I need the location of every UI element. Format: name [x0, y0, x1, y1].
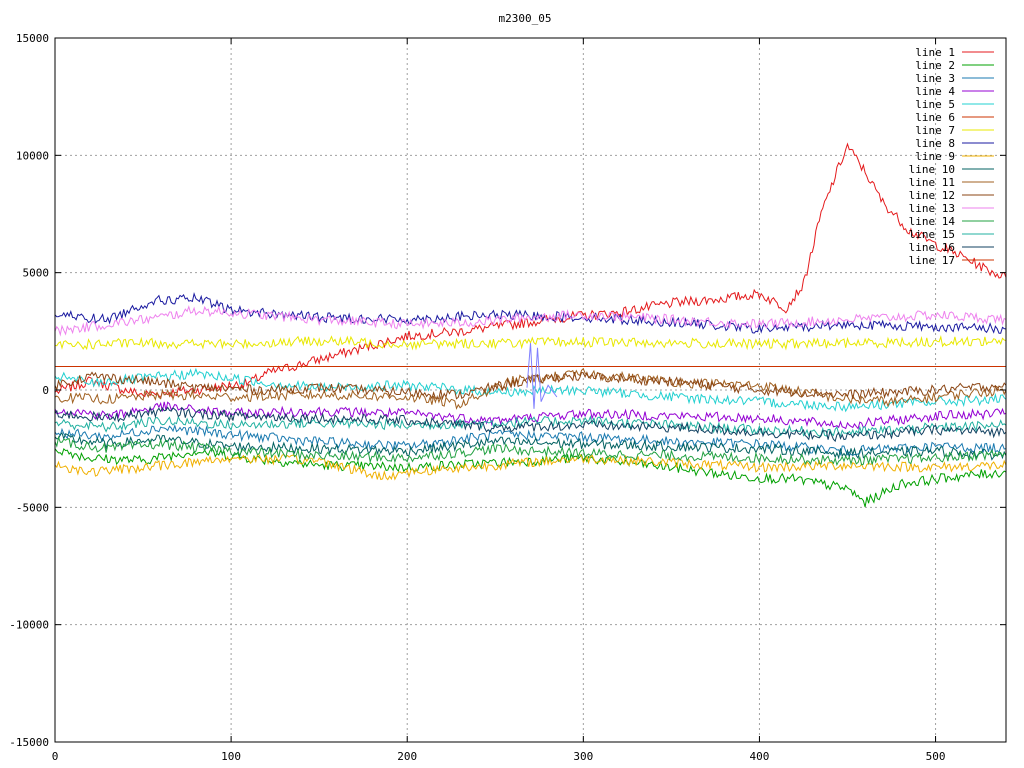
legend-label: line 2 — [915, 59, 955, 72]
y-tick-label: -5000 — [16, 501, 49, 514]
legend-entry: line 14 — [909, 215, 994, 228]
series-line-3 — [54, 423, 1007, 457]
legend-entry: line 11 — [909, 176, 994, 189]
legend-label: line 11 — [909, 176, 955, 189]
series-line-16 — [54, 405, 1007, 443]
series-line-4 — [54, 401, 1007, 430]
x-tick-label: 300 — [573, 750, 593, 763]
legend-label: line 5 — [915, 98, 955, 111]
legend-label: line 9 — [915, 150, 955, 163]
legend-entry: line 13 — [909, 202, 994, 215]
series-spike — [526, 343, 558, 409]
grid — [55, 38, 1006, 742]
legend-entry: line 3 — [915, 72, 994, 85]
y-tick-label: 0 — [42, 384, 49, 397]
legend-entry: line 1 — [915, 46, 994, 59]
x-tick-label: 200 — [397, 750, 417, 763]
legend-entry: line 9 — [915, 150, 994, 163]
chart-title: m2300_05 — [499, 12, 552, 25]
legend-label: line 10 — [909, 163, 955, 176]
legend-entry: line 6 — [915, 111, 994, 124]
x-tick-label: 400 — [750, 750, 770, 763]
legend-label: line 4 — [915, 85, 955, 98]
legend-entry: line 2 — [915, 59, 994, 72]
x-tick-label: 0 — [52, 750, 59, 763]
legend-label: line 7 — [915, 124, 955, 137]
x-tick-label: 100 — [221, 750, 241, 763]
y-tick-label: -15000 — [9, 736, 49, 749]
legend-label: line 14 — [909, 215, 956, 228]
legend-entry: line 10 — [909, 163, 994, 176]
legend-label: line 6 — [915, 111, 955, 124]
series-line-12 — [54, 371, 1007, 401]
series-line-7 — [54, 334, 1007, 351]
y-tick-label: -10000 — [9, 619, 49, 632]
y-tick-label: 5000 — [23, 267, 50, 280]
legend-label: line 3 — [915, 72, 955, 85]
legend-entry: line 7 — [915, 124, 994, 137]
legend-label: line 15 — [909, 228, 955, 241]
series-lines — [54, 142, 1007, 508]
x-tick-label: 500 — [926, 750, 946, 763]
legend-entry: line 15 — [909, 228, 994, 241]
series-line-13 — [54, 305, 1007, 337]
legend-entry: line 17 — [909, 254, 994, 267]
legend-label: line 13 — [909, 202, 955, 215]
y-tick-label: 10000 — [16, 149, 49, 162]
legend-label: line 8 — [915, 137, 955, 150]
legend-label: line 12 — [909, 189, 955, 202]
legend-label: line 1 — [915, 46, 955, 59]
legend-entry: line 8 — [915, 137, 994, 150]
series-line-1 — [54, 142, 1007, 399]
legend-entry: line 12 — [909, 189, 994, 202]
legend-label: line 17 — [909, 254, 955, 267]
legend-entry: line 16 — [909, 241, 994, 254]
legend-entry: line 5 — [915, 98, 994, 111]
axis-ticks: 0 100 200 300 400 500 -15000 -10000 -5000 0 5000 10… — [9, 32, 1006, 763]
y-tick-label: 15000 — [16, 32, 49, 45]
series-line-14 — [54, 435, 1007, 467]
series-line-5 — [54, 367, 1007, 413]
series-line-9 — [54, 453, 1007, 481]
legend-entry: line 4 — [915, 85, 994, 98]
legend-label: line 16 — [909, 241, 955, 254]
